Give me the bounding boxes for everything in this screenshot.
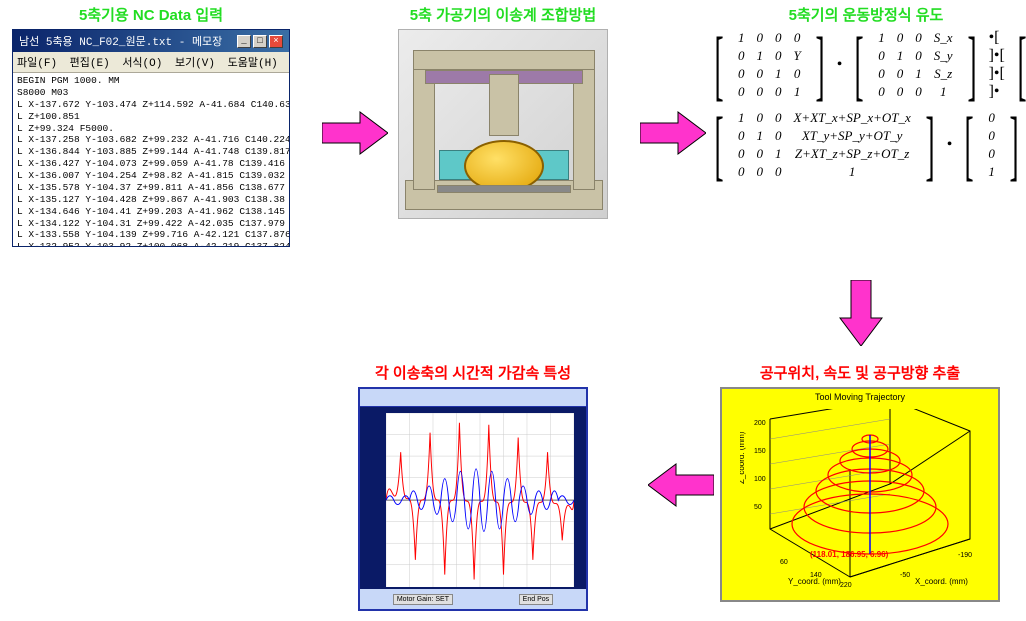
equations: [ 1000 010Y 0010 0001 ] • [ 100S_x 010S_… (706, 29, 1026, 181)
step-3: 5축기의 운동방정식 유도 [ 1000 010Y 0010 0001 ] • … (706, 4, 1026, 189)
traj-x-label: X_coord. (mm) (915, 577, 968, 586)
close-icon[interactable]: × (269, 35, 283, 48)
nc-titlebar: 남선 5축용 NC_F02_원문.txt - 메모장 _ □ × (13, 30, 289, 52)
trajectory-plot: Tool Moving Trajectory (720, 387, 1000, 602)
z-tick: 200 (754, 420, 766, 427)
matrix-3: 100X+XT_x+SP_x+OT_x 010XT_y+SP_y+OT_y 00… (732, 109, 917, 181)
waveform-toolbar (360, 389, 586, 407)
menu-format[interactable]: 서식(O) (122, 58, 162, 70)
menu-view[interactable]: 보기(V) (175, 58, 215, 70)
y-tick: 140 (810, 572, 822, 579)
nc-line: L Z+100.851 (17, 111, 80, 122)
nc-line: L X-136.427 Y-104.073 Z+99.059 A-41.78 C… (17, 158, 285, 169)
x-tick: -190 (958, 552, 972, 559)
nc-line: BEGIN PGM 1000. MM (17, 75, 120, 86)
waveform-btn-1[interactable]: Motor Gain: SET (393, 594, 453, 605)
nc-line: L X-136.844 Y-103.885 Z+99.144 A-41.748 … (17, 146, 290, 157)
nc-line: L X-137.258 Y-103.682 Z+99.232 A-41.716 … (17, 134, 290, 145)
nc-window-controls: _ □ × (237, 35, 283, 48)
nc-menubar: 파일(F) 편집(E) 서식(O) 보기(V) 도움말(H) (13, 52, 289, 73)
menu-file[interactable]: 파일(F) (17, 58, 57, 70)
nc-body: BEGIN PGM 1000. MM S8000 M03 L X-137.672… (13, 73, 289, 247)
waveform-bottom-bar: Motor Gain: SET End Pos (360, 589, 586, 609)
arrow-right-1 (322, 110, 388, 156)
step-5: 각 이송축의 시간적 가감속 특성 (358, 362, 588, 611)
z-tick: 100 (754, 476, 766, 483)
nc-line: L X-137.672 Y-103.474 Z+114.592 A-41.684… (17, 99, 290, 110)
minimize-icon[interactable]: _ (237, 35, 251, 48)
matrix-1: 1000 010Y 0010 0001 (732, 29, 807, 101)
vector-0001: 0 0 0 1 (982, 109, 1001, 181)
nc-window-title: 남선 5축용 NC_F02_원문.txt - 메모장 (19, 33, 222, 49)
trajectory-title: Tool Moving Trajectory (722, 392, 998, 402)
trajectory-3d-svg: Z_coord. (mm) Y_coord. (mm) X_coord. (mm… (740, 409, 984, 589)
step-2-title: 5축 가공기의 이송계 조합방법 (398, 4, 608, 25)
nc-line: L Z+99.324 F5000. (17, 123, 114, 134)
arrow-down-1 (838, 280, 884, 346)
waveform-window: Motor Gain: SET End Pos (358, 387, 588, 611)
menu-edit[interactable]: 편집(E) (70, 58, 110, 70)
nc-line: L X-133.558 Y-104.139 Z+99.716 A-42.121 … (17, 229, 290, 240)
nc-line: L X-135.127 Y-104.428 Z+99.867 A-41.903 … (17, 194, 285, 205)
nc-line: L X-134.646 Y-104.41 Z+99.203 A-41.962 C… (17, 206, 285, 217)
step-1: 5축기용 NC Data 입력 남선 5축용 NC_F02_원문.txt - 메… (12, 4, 290, 247)
maximize-icon[interactable]: □ (253, 35, 267, 48)
machine-render (398, 29, 608, 219)
nc-line: L X-136.007 Y-104.254 Z+98.82 A-41.815 C… (17, 170, 285, 181)
y-tick: 60 (780, 559, 788, 566)
nc-line: L X-134.122 Y-104.31 Z+99.422 A-42.035 C… (17, 218, 285, 229)
arrow-left-1 (648, 462, 714, 508)
step-4: 공구위치, 속도 및 공구방향 추출 Tool Moving Trajector… (720, 362, 1000, 602)
traj-z-label: Z_coord. (mm) (740, 431, 746, 484)
step-4-title: 공구위치, 속도 및 공구방향 추출 (720, 362, 1000, 383)
menu-help[interactable]: 도움말(H) (228, 58, 278, 70)
waveform-btn-2[interactable]: End Pos (519, 594, 553, 605)
y-tick: 220 (840, 582, 852, 589)
z-tick: 50 (754, 504, 762, 511)
z-tick: 150 (754, 448, 766, 455)
nc-line: L X-132.952 Y-103.92 Z+100.068 A-42.219 … (17, 241, 290, 247)
traj-point-label: (118.01, 186.95, 6.96) (810, 550, 889, 559)
x-tick: -50 (900, 572, 910, 579)
step-3-title: 5축기의 운동방정식 유도 (706, 4, 1026, 25)
step-5-title: 각 이송축의 시간적 가감속 특성 (358, 362, 588, 383)
matrix-2: 100S_x 010S_y 001S_z 0001 (872, 29, 958, 101)
step-2: 5축 가공기의 이송계 조합방법 (398, 4, 608, 219)
waveform-plot-svg (386, 413, 574, 587)
nc-line: S8000 M03 (17, 87, 68, 98)
step-1-title: 5축기용 NC Data 입력 (12, 4, 290, 25)
nc-window: 남선 5축용 NC_F02_원문.txt - 메모장 _ □ × 파일(F) 편… (12, 29, 290, 247)
nc-line: L X-135.578 Y-104.37 Z+99.811 A-41.856 C… (17, 182, 285, 193)
arrow-right-2 (640, 110, 706, 156)
